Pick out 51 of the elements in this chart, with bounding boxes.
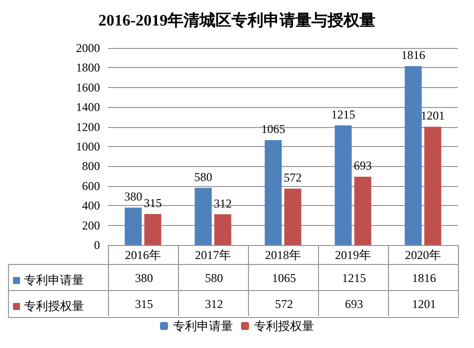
- data-label: 1065: [271, 271, 297, 286]
- legend-label: 专利授权量: [254, 319, 314, 333]
- y-tick-label: 600: [82, 178, 100, 193]
- bar: [144, 214, 162, 245]
- x-tick-label: 2016年: [125, 248, 161, 262]
- y-tick-label: 1800: [76, 60, 100, 75]
- data-label: 312: [204, 297, 224, 312]
- data-label: 580: [204, 271, 224, 286]
- annotation: 312: [214, 196, 232, 210]
- data-label: 693: [344, 297, 364, 312]
- bar: [214, 214, 232, 245]
- bar: [284, 188, 302, 245]
- data-label: 572: [274, 297, 294, 312]
- annotation: 1816: [401, 48, 426, 62]
- annotation: 580: [194, 170, 212, 184]
- chart-title: 2016-2019年清城区专利申请量与授权量: [98, 12, 376, 30]
- annotation: 1065: [261, 122, 286, 136]
- y-tick-label: 1200: [76, 120, 100, 134]
- bar: [264, 140, 282, 245]
- annotation: 572: [284, 170, 302, 185]
- x-tick-label: 2020年: [405, 248, 441, 262]
- annotation: 1201: [420, 108, 445, 123]
- y-tick-label: 800: [82, 159, 100, 174]
- text: 专利授权量: [24, 299, 84, 313]
- data-label: 315: [134, 297, 154, 312]
- legend-label: 专利申请量: [24, 272, 84, 289]
- x-tick-label: 2018年: [265, 248, 301, 262]
- annotation: 315: [144, 196, 162, 210]
- data-label: 380: [134, 271, 154, 286]
- bar: [124, 208, 142, 245]
- data-label: 1816: [411, 271, 437, 286]
- y-tick-label: 400: [82, 198, 100, 213]
- annotation: 1215: [331, 107, 356, 122]
- bar: [334, 125, 352, 245]
- x-tick-label: 2017年: [195, 248, 231, 262]
- bar: [424, 126, 442, 245]
- bar: [354, 176, 372, 245]
- data-label: 1215: [341, 271, 367, 286]
- annotation: 380: [124, 190, 142, 204]
- x-tick-label: 2019年: [335, 248, 371, 262]
- y-tick-label: 1400: [76, 100, 100, 114]
- annotation: 693: [354, 158, 372, 173]
- y-tick-label: 0: [94, 238, 100, 252]
- text: 专利申请量: [173, 319, 233, 333]
- y-tick-label: 2000: [76, 41, 100, 55]
- bar: [194, 188, 212, 245]
- y-tick-label: 1000: [76, 140, 100, 154]
- y-tick-label: 200: [82, 218, 100, 232]
- data-label: 1201: [411, 297, 437, 312]
- bar: [404, 66, 422, 245]
- y-tick-label: 1600: [76, 80, 100, 94]
